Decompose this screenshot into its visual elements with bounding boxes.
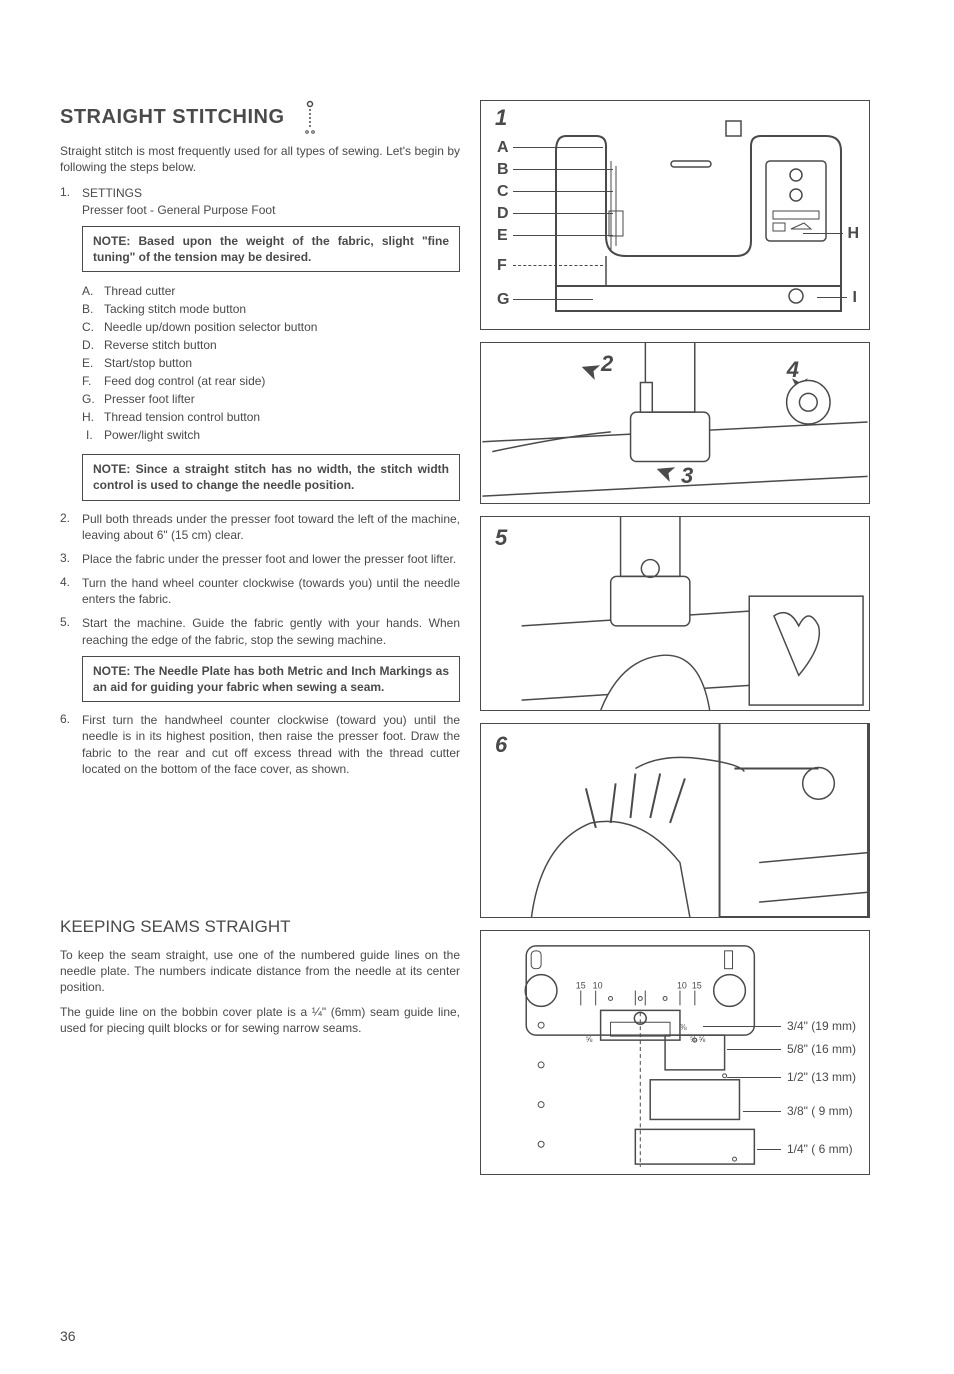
label-B: B	[497, 161, 509, 179]
measurement-label: 3/8" ( 9 mm)	[787, 1104, 853, 1118]
measurement-label: 1/2" (13 mm)	[787, 1070, 856, 1084]
svg-text:15: 15	[692, 981, 702, 991]
subheading: KEEPING SEAMS STRAIGHT	[60, 917, 460, 937]
figure-1: 1 A B C D E F G H I	[480, 100, 870, 330]
label-F: F	[497, 257, 507, 275]
thread-cutter-diagram-icon	[481, 724, 869, 917]
step-number: 1.	[60, 185, 82, 217]
list-item: D.Reverse stitch button	[82, 336, 460, 354]
step-title: SETTINGS	[82, 186, 142, 200]
step-5: 5.Start the machine. Guide the fabric ge…	[60, 615, 460, 647]
measurement-label: 5/8" (16 mm)	[787, 1042, 856, 1056]
note-box-3: NOTE: The Needle Plate has both Metric a…	[82, 656, 460, 702]
steps-block: 2.Pull both threads under the presser fo…	[60, 511, 460, 777]
list-item: B.Tacking stitch mode button	[82, 300, 460, 318]
presser-foot-diagram-icon	[481, 343, 869, 503]
keep-para-2: The guide line on the bobbin cover plate…	[60, 1004, 460, 1036]
step-subtitle: Presser foot - General Purpose Foot	[82, 203, 275, 217]
figure-6: 6	[480, 723, 870, 918]
intro-text: Straight stitch is most frequently used …	[60, 143, 460, 175]
measurement-label: 1/4" ( 6 mm)	[787, 1142, 853, 1156]
parts-list: A.Thread cutter B.Tacking stitch mode bu…	[82, 282, 460, 444]
figure-2-3-4: 2 3 4 ➤ ➤ ➤	[480, 342, 870, 504]
list-item: G.Presser foot lifter	[82, 390, 460, 408]
step-4: 4.Turn the hand wheel counter clockwise …	[60, 575, 460, 607]
list-item: H.Thread tension control button	[82, 408, 460, 426]
list-item: I.Power/light switch	[82, 426, 460, 444]
svg-text:15: 15	[576, 981, 586, 991]
step-text: SETTINGS Presser foot - General Purpose …	[82, 185, 460, 217]
keep-para-1: To keep the seam straight, use one of th…	[60, 947, 460, 996]
list-item: C.Needle up/down position selector butto…	[82, 318, 460, 336]
step-6: 6.First turn the handwheel counter clock…	[60, 712, 460, 777]
left-column: STRAIGHT STITCHING Straight stitch is mo…	[60, 100, 460, 1175]
sewing-machine-icon	[541, 111, 851, 321]
page-columns: STRAIGHT STITCHING Straight stitch is mo…	[60, 100, 894, 1175]
right-column: 1 A B C D E F G H I	[480, 100, 894, 1175]
step-2: 2.Pull both threads under the presser fo…	[60, 511, 460, 543]
measurement-label: 3/4" (19 mm)	[787, 1019, 856, 1033]
list-item: A.Thread cutter	[82, 282, 460, 300]
svg-text:⅝ ⅝: ⅝ ⅝	[690, 1035, 706, 1044]
list-item: F.Feed dog control (at rear side)	[82, 372, 460, 390]
svg-text:⅝: ⅝	[586, 1035, 593, 1044]
label-C: C	[497, 183, 509, 201]
guiding-fabric-diagram-icon	[481, 517, 869, 710]
label-D: D	[497, 205, 509, 223]
label-A: A	[497, 139, 509, 157]
svg-text:⅜: ⅜	[680, 1023, 687, 1032]
label-G: G	[497, 291, 509, 309]
label-E: E	[497, 227, 508, 245]
step-1: 1. SETTINGS Presser foot - General Purpo…	[60, 185, 460, 217]
heading-row: STRAIGHT STITCHING	[60, 100, 460, 135]
page-title: STRAIGHT STITCHING	[60, 106, 285, 129]
step-3: 3.Place the fabric under the presser foo…	[60, 551, 460, 567]
figure-7-seam-guide: 15 10 10 15 ⅜ ⅝ ⅝ ⅝	[480, 930, 870, 1175]
figure-number: 1	[495, 105, 507, 131]
note-box-1: NOTE: Based upon the weight of the fabri…	[82, 226, 460, 272]
page-number: 36	[60, 1328, 76, 1344]
label-I: I	[853, 289, 857, 307]
figure-5: 5	[480, 516, 870, 711]
note-box-2: NOTE: Since a straight stitch has no wid…	[82, 454, 460, 500]
straight-stitch-icon	[295, 100, 325, 135]
svg-text:10: 10	[593, 981, 603, 991]
list-item: E.Start/stop button	[82, 354, 460, 372]
svg-text:10: 10	[677, 981, 687, 991]
